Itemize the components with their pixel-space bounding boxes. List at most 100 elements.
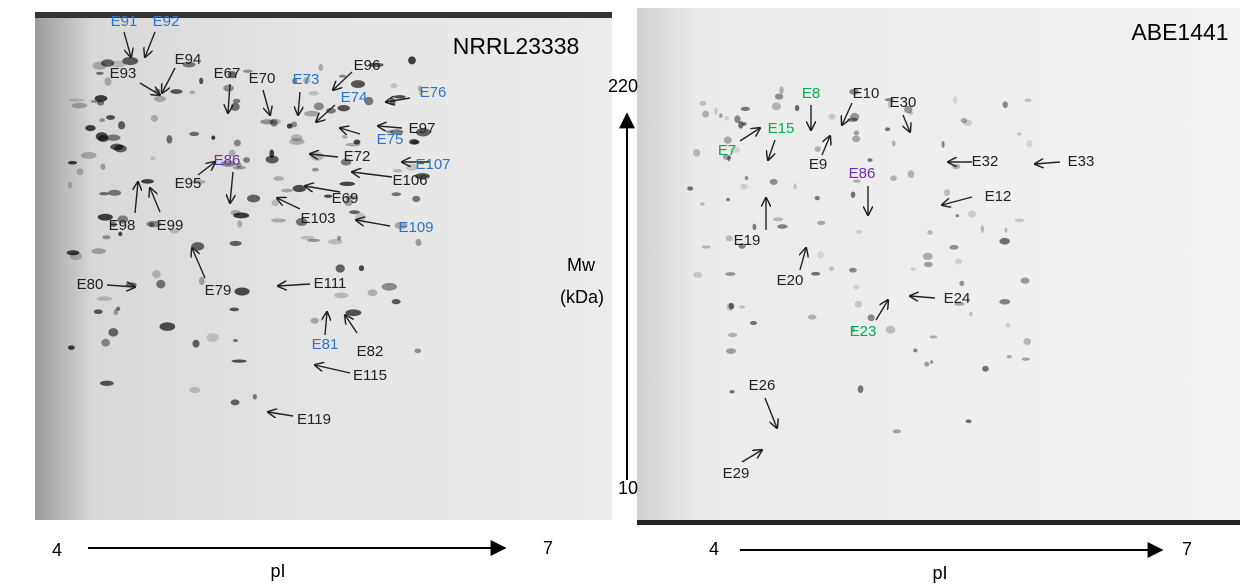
gel-spot bbox=[353, 139, 361, 145]
gel-spot bbox=[773, 217, 784, 222]
gel-spot bbox=[829, 266, 834, 272]
spot-arrow bbox=[352, 172, 393, 177]
gel-spot bbox=[101, 338, 111, 347]
gel-spot bbox=[232, 165, 246, 170]
spot-arrow bbox=[356, 220, 391, 227]
gel-spot bbox=[923, 261, 933, 268]
gel-spot bbox=[99, 380, 114, 386]
gel-spot bbox=[189, 90, 196, 95]
spot-arrow bbox=[162, 67, 176, 93]
gel-spot bbox=[391, 192, 402, 197]
gel-spot bbox=[338, 74, 347, 78]
gel-spot bbox=[97, 213, 113, 221]
gel-spot bbox=[774, 93, 784, 100]
spot-arrow bbox=[345, 315, 358, 334]
gel-spot bbox=[907, 170, 915, 178]
gel-spot bbox=[699, 202, 705, 206]
gel-spot bbox=[793, 183, 797, 190]
pi-max: 7 bbox=[1182, 539, 1192, 559]
gel-spot bbox=[741, 122, 747, 126]
gel-spot bbox=[814, 195, 820, 201]
gel-spot bbox=[94, 95, 108, 102]
gel-spot bbox=[891, 140, 896, 147]
gel-spot bbox=[411, 140, 420, 145]
gel-spot bbox=[156, 279, 166, 289]
gel-spot bbox=[1002, 101, 1008, 109]
gel-spot bbox=[811, 271, 821, 276]
gel-spot bbox=[828, 113, 836, 120]
gel-spot bbox=[150, 156, 156, 161]
gel-spot bbox=[90, 99, 101, 103]
spot-label: E95 bbox=[175, 175, 202, 192]
spot-label: E69 bbox=[332, 190, 359, 207]
gel-spot bbox=[714, 107, 718, 115]
gel-spot bbox=[724, 116, 729, 121]
spot-label: E80 bbox=[77, 276, 104, 293]
gel-spot bbox=[211, 135, 216, 140]
gel-spot bbox=[814, 146, 821, 153]
spot-label: E111 bbox=[314, 275, 347, 292]
gel-spot bbox=[150, 114, 158, 122]
gel-spot bbox=[345, 142, 361, 147]
gel-spot bbox=[853, 284, 860, 290]
gel-spot bbox=[890, 175, 897, 182]
gel-spot bbox=[903, 105, 913, 114]
gel-spot bbox=[855, 229, 863, 234]
gel-spot bbox=[412, 195, 421, 203]
gel-spots bbox=[66, 56, 1033, 434]
spot-label: E9 bbox=[809, 156, 827, 173]
spot-arrow bbox=[123, 31, 131, 57]
spot-arrow bbox=[842, 102, 853, 125]
spot-arrow bbox=[378, 126, 403, 128]
gel-spot bbox=[722, 154, 732, 160]
gel-spot bbox=[392, 169, 403, 173]
gel-spot bbox=[927, 230, 933, 235]
gel-spot bbox=[237, 220, 243, 228]
spot-arrow bbox=[305, 186, 341, 193]
gel-spot bbox=[170, 89, 183, 94]
gel-spot bbox=[394, 221, 408, 230]
gel-spot bbox=[693, 148, 701, 157]
gel-spot bbox=[884, 127, 891, 132]
gel-spot bbox=[982, 365, 989, 372]
gel-spot bbox=[867, 158, 873, 162]
gel-spot bbox=[342, 134, 348, 139]
spot-label: E91 bbox=[111, 13, 138, 30]
gel-spot bbox=[908, 111, 913, 115]
spot-label: E86 bbox=[849, 165, 876, 182]
gel-spot bbox=[943, 189, 951, 197]
gel-spot bbox=[952, 96, 958, 104]
gel-spot bbox=[339, 181, 356, 187]
gel-spot bbox=[969, 311, 973, 317]
spot-arrow bbox=[315, 365, 351, 374]
gel-spot bbox=[955, 214, 960, 218]
gel-spot bbox=[723, 136, 732, 144]
gel-spot bbox=[415, 238, 422, 246]
spot-label: E33 bbox=[1068, 153, 1095, 170]
pi-min: 4 bbox=[52, 540, 62, 560]
gel-spot bbox=[416, 128, 431, 137]
gel-spot bbox=[1023, 338, 1032, 345]
gel-spot bbox=[350, 80, 366, 88]
spot-label: E92 bbox=[153, 13, 180, 30]
spot-arrow bbox=[800, 248, 806, 271]
gel-spot bbox=[701, 245, 711, 249]
spot-label: E75 bbox=[377, 131, 404, 148]
gel-spot bbox=[726, 197, 730, 202]
gel-spot bbox=[769, 178, 778, 185]
gel-spot bbox=[854, 300, 862, 308]
spot-label: E106 bbox=[392, 172, 427, 189]
spot-arrow bbox=[340, 128, 361, 134]
spot-label: E79 bbox=[205, 282, 232, 299]
gel-spot bbox=[229, 307, 240, 312]
gel-spot bbox=[702, 110, 710, 118]
gel-spot bbox=[230, 102, 240, 111]
gel-spot bbox=[348, 210, 360, 215]
gel-spot bbox=[286, 123, 293, 129]
gel-spot bbox=[191, 179, 206, 185]
spot-label: E30 bbox=[890, 94, 917, 111]
gel-spot bbox=[1026, 140, 1033, 148]
gel-spot bbox=[1017, 132, 1022, 136]
gel-left bbox=[35, 12, 612, 520]
gel-spot bbox=[91, 248, 106, 255]
